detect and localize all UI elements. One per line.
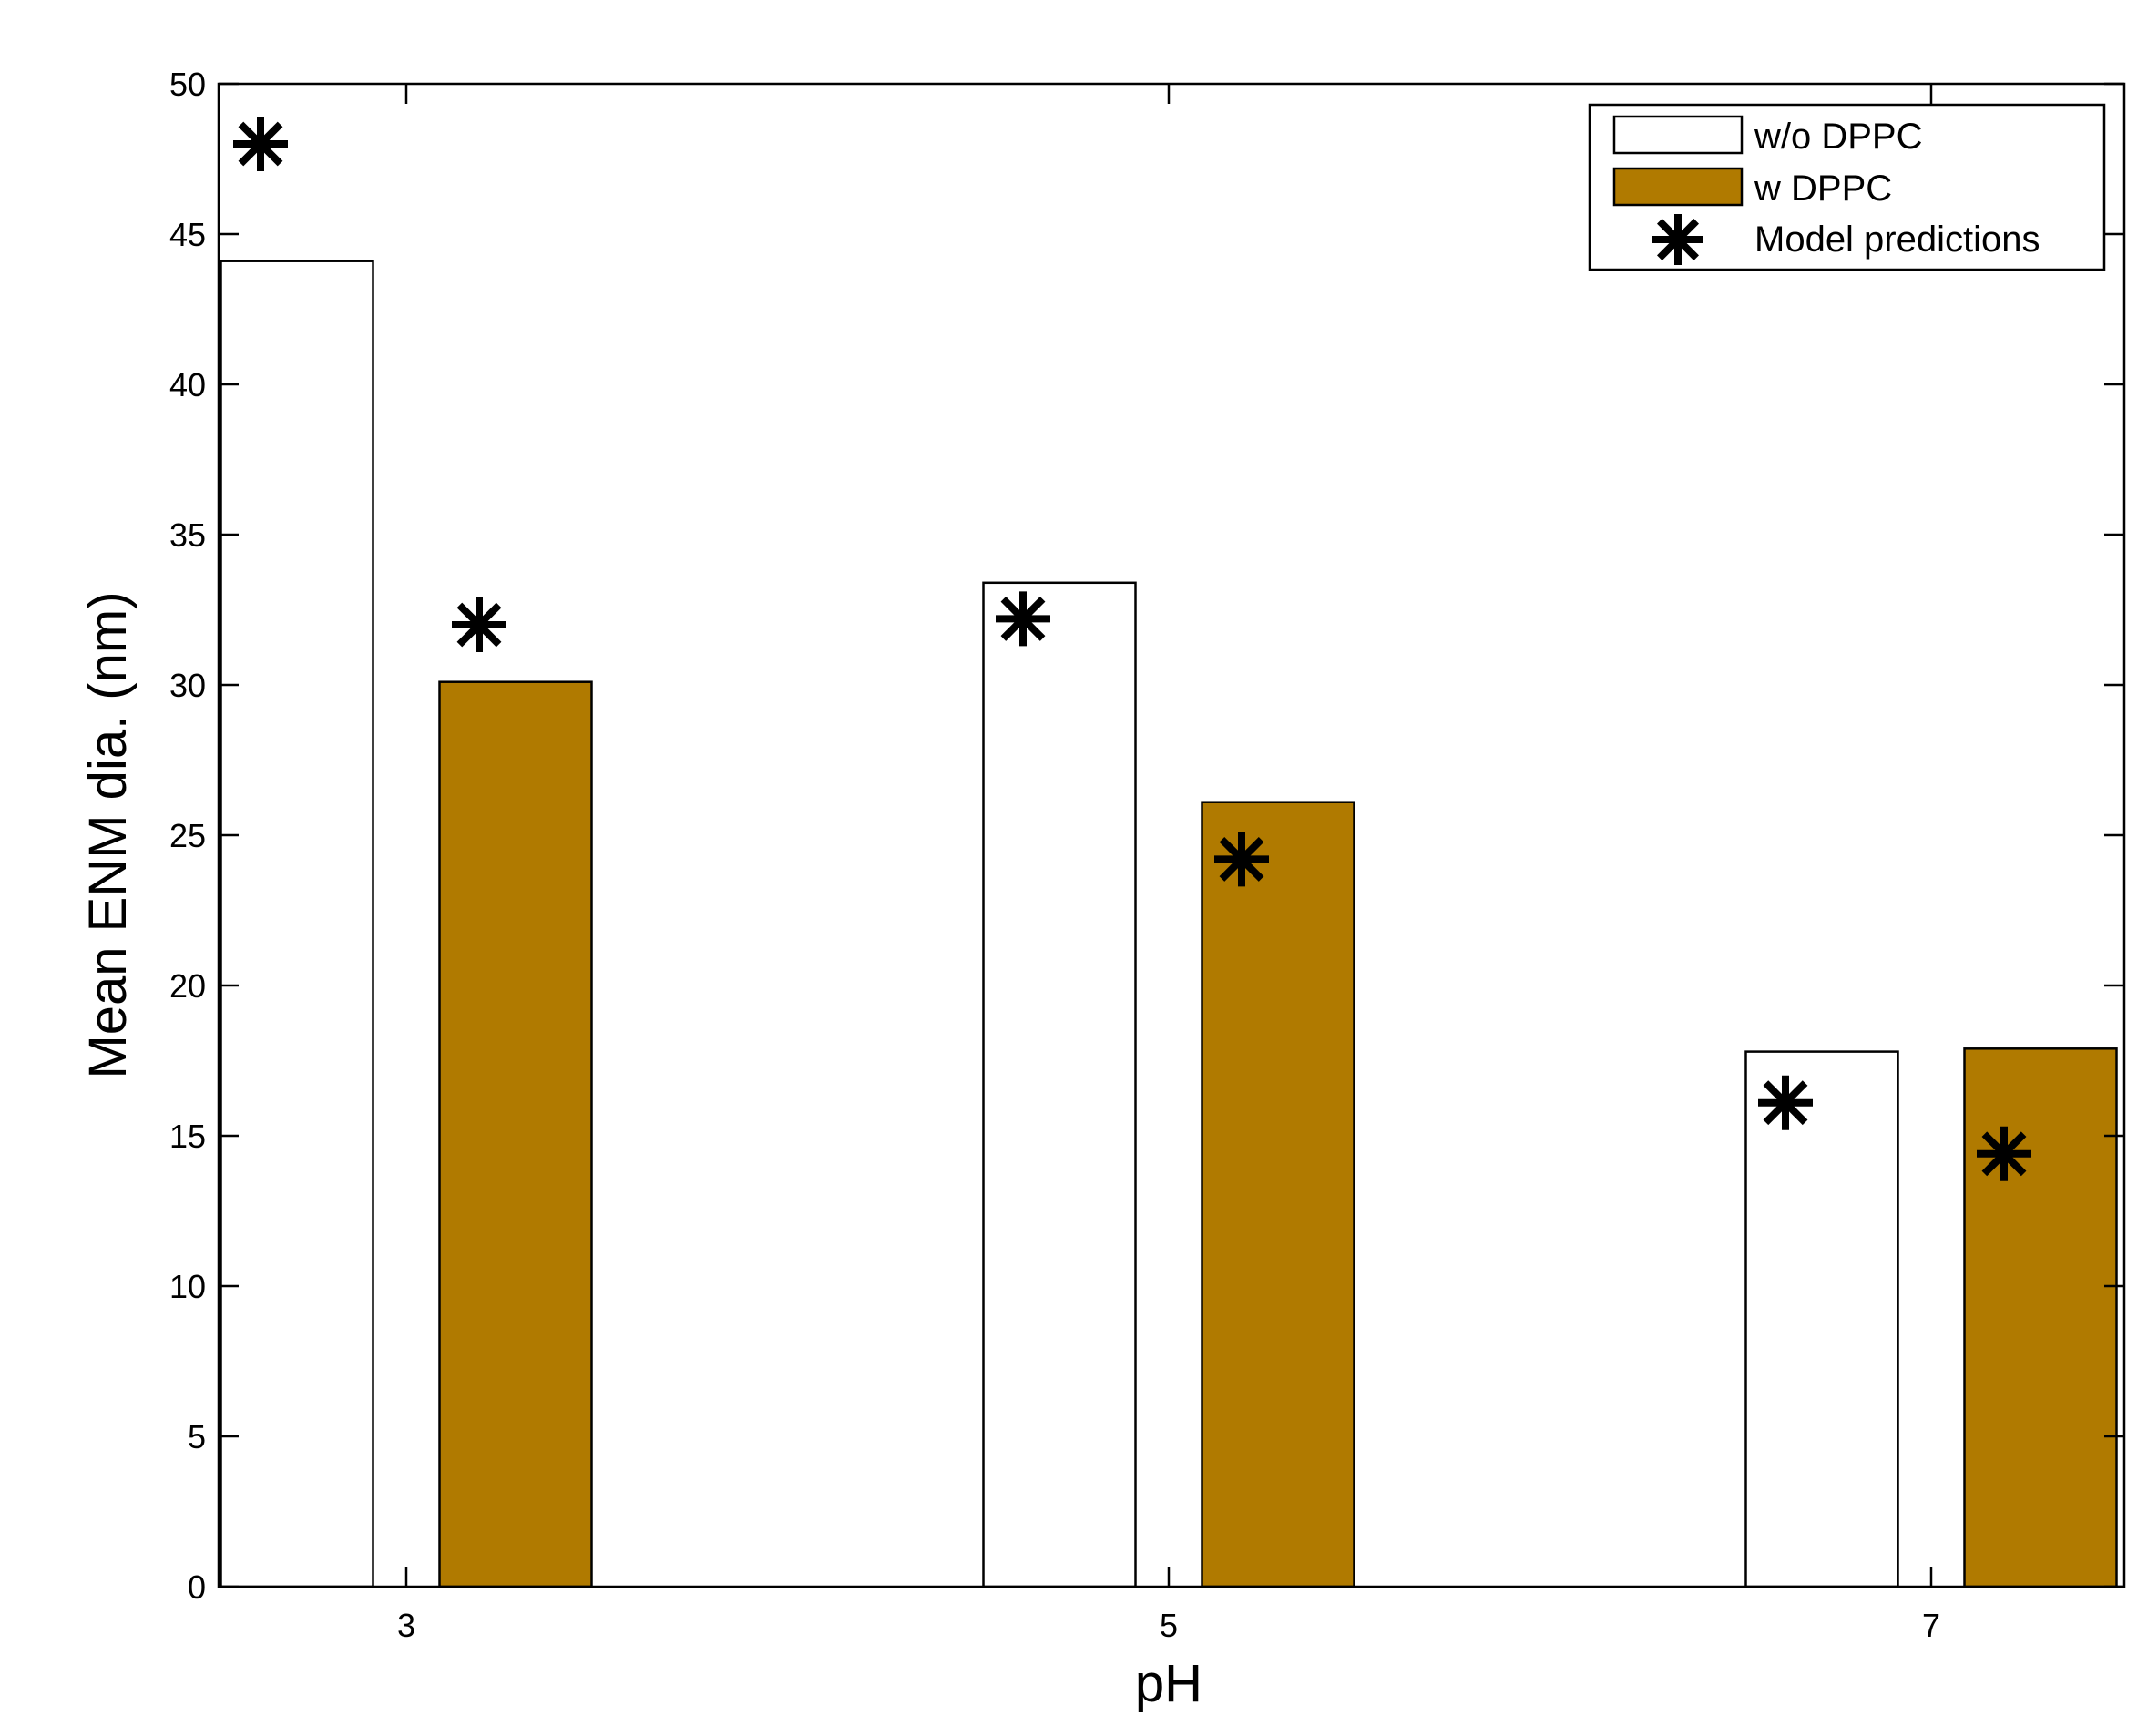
legend: w/o DPPC w DPPC Model predictions xyxy=(1588,103,2106,271)
model-prediction-wo-dppc-ph-5 xyxy=(996,591,1050,647)
model-prediction-wo-dppc-ph-3-stroke xyxy=(238,121,283,167)
bar-wo-dppc-ph-3 xyxy=(220,260,374,1588)
model-prediction-wo-dppc-ph-7-stroke xyxy=(1763,1080,1808,1126)
x-tick-label: 7 xyxy=(1922,1607,1940,1644)
x-tick-label: 5 xyxy=(1160,1607,1178,1644)
y-tick-label: 10 xyxy=(169,1268,206,1305)
legend-label-wo-dppc: w/o DPPC xyxy=(1754,117,1923,157)
model-prediction-w-dppc-ph-3 xyxy=(452,597,506,652)
model-prediction-wo-dppc-ph-3 xyxy=(233,117,288,171)
chart-marks xyxy=(220,117,2118,1588)
y-tick-label: 40 xyxy=(169,366,206,403)
y-tick-label: 5 xyxy=(188,1418,206,1455)
model-prediction-wo-dppc-ph-5-stroke xyxy=(1000,596,1046,641)
y-tick-label: 50 xyxy=(169,66,206,103)
model-prediction-w-dppc-ph-5-stroke xyxy=(1219,836,1264,882)
legend-asterisk xyxy=(1652,214,1703,265)
y-tick-label: 15 xyxy=(169,1118,206,1155)
model-prediction-w-dppc-ph-3-stroke xyxy=(456,602,502,648)
legend-asterisk-marker xyxy=(1652,214,1703,265)
model-prediction-w-dppc-ph-5 xyxy=(1214,832,1269,887)
model-prediction-w-dppc-ph-7 xyxy=(1977,1126,2031,1181)
y-axis-label: Mean ENM dia. (nm) xyxy=(78,591,138,1078)
bar-wo-dppc-ph-7 xyxy=(1744,1050,1899,1588)
legend-swatch-wo-dppc xyxy=(1612,115,1744,155)
legend-label-model-predictions: Model predictions xyxy=(1754,220,2041,260)
bar-wo-dppc-ph-5 xyxy=(982,581,1137,1588)
x-axis-label: pH xyxy=(1135,1654,1202,1713)
y-tick-label: 0 xyxy=(188,1568,206,1606)
model-prediction-w-dppc-ph-7-stroke xyxy=(1981,1131,2027,1177)
model-prediction-wo-dppc-ph-7 xyxy=(1758,1075,1813,1130)
legend-swatch-w-dppc xyxy=(1612,167,1744,207)
x-tick-label: 3 xyxy=(397,1607,415,1644)
legend-label-w-dppc: w DPPC xyxy=(1754,168,1892,209)
bar-w-dppc-ph-7 xyxy=(1963,1047,2118,1588)
bar-w-dppc-ph-5 xyxy=(1201,801,1355,1588)
y-tick-label: 25 xyxy=(169,817,206,854)
y-tick-label: 30 xyxy=(169,667,206,704)
y-tick-label: 20 xyxy=(169,967,206,1005)
bar-w-dppc-ph-3 xyxy=(438,680,593,1588)
y-tick-label: 45 xyxy=(169,216,206,253)
legend-asterisk-stroke xyxy=(1657,219,1699,260)
y-tick-label: 35 xyxy=(169,516,206,554)
